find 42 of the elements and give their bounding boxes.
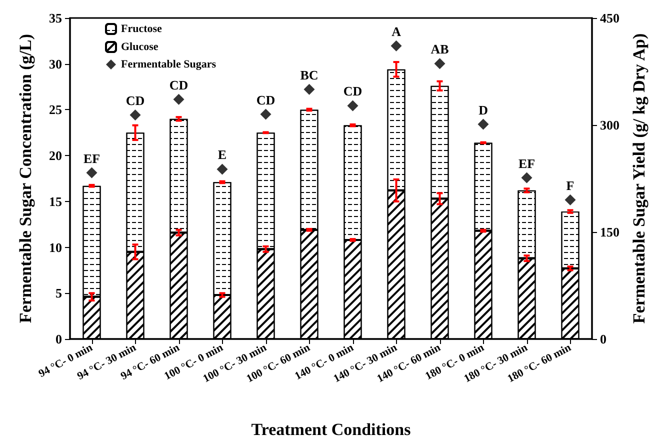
annotation: EF	[518, 156, 536, 171]
y2-tick-label: 0	[600, 332, 606, 346]
point	[173, 94, 184, 105]
annotation: A	[392, 24, 402, 39]
point	[390, 40, 402, 52]
legend-label: Glucose	[121, 41, 158, 53]
y-tick-label: 30	[49, 56, 62, 72]
y-axis-title: Fermentable Sugar Concentration (g/L)	[16, 34, 35, 324]
x-axis-title: Treatment Conditions	[251, 420, 412, 439]
annotation: EF	[83, 150, 100, 166]
point	[260, 108, 272, 120]
point	[521, 172, 532, 184]
y2-tick-label: 150	[600, 224, 620, 240]
point	[564, 194, 576, 206]
legend-label: Fructose	[121, 23, 162, 35]
annotation: CD	[343, 84, 362, 99]
point	[304, 84, 315, 95]
y-tick-label: 25	[49, 102, 62, 118]
annotation: E	[218, 147, 227, 162]
y-tick-label: 0	[56, 332, 62, 346]
y2-tick-label: 450	[600, 10, 620, 26]
y-tick-label: 10	[49, 240, 62, 255]
y2-tick-label: 300	[600, 118, 620, 132]
annotation: D	[478, 102, 488, 118]
y-tick-label: 20	[49, 148, 62, 164]
point	[86, 167, 98, 178]
y-tick-label: 5	[56, 286, 62, 301]
legend-label: Fermentable Sugars	[121, 58, 217, 70]
annotation: AB	[430, 42, 450, 57]
point	[434, 58, 446, 70]
point	[478, 118, 489, 130]
annotation: F	[566, 178, 574, 193]
point	[347, 100, 358, 112]
y2-axis-title: Fermentable Sugar Yield (g/ kg Dry Ap)	[629, 33, 648, 324]
y-tick-label: 15	[49, 194, 62, 209]
y-tick-label: 35	[49, 10, 62, 26]
point	[130, 110, 141, 121]
annotation: CD	[126, 93, 145, 108]
annotation: CD	[256, 92, 276, 108]
point	[216, 164, 228, 175]
annotation: CD	[169, 77, 188, 92]
annotation: BC	[300, 67, 318, 82]
